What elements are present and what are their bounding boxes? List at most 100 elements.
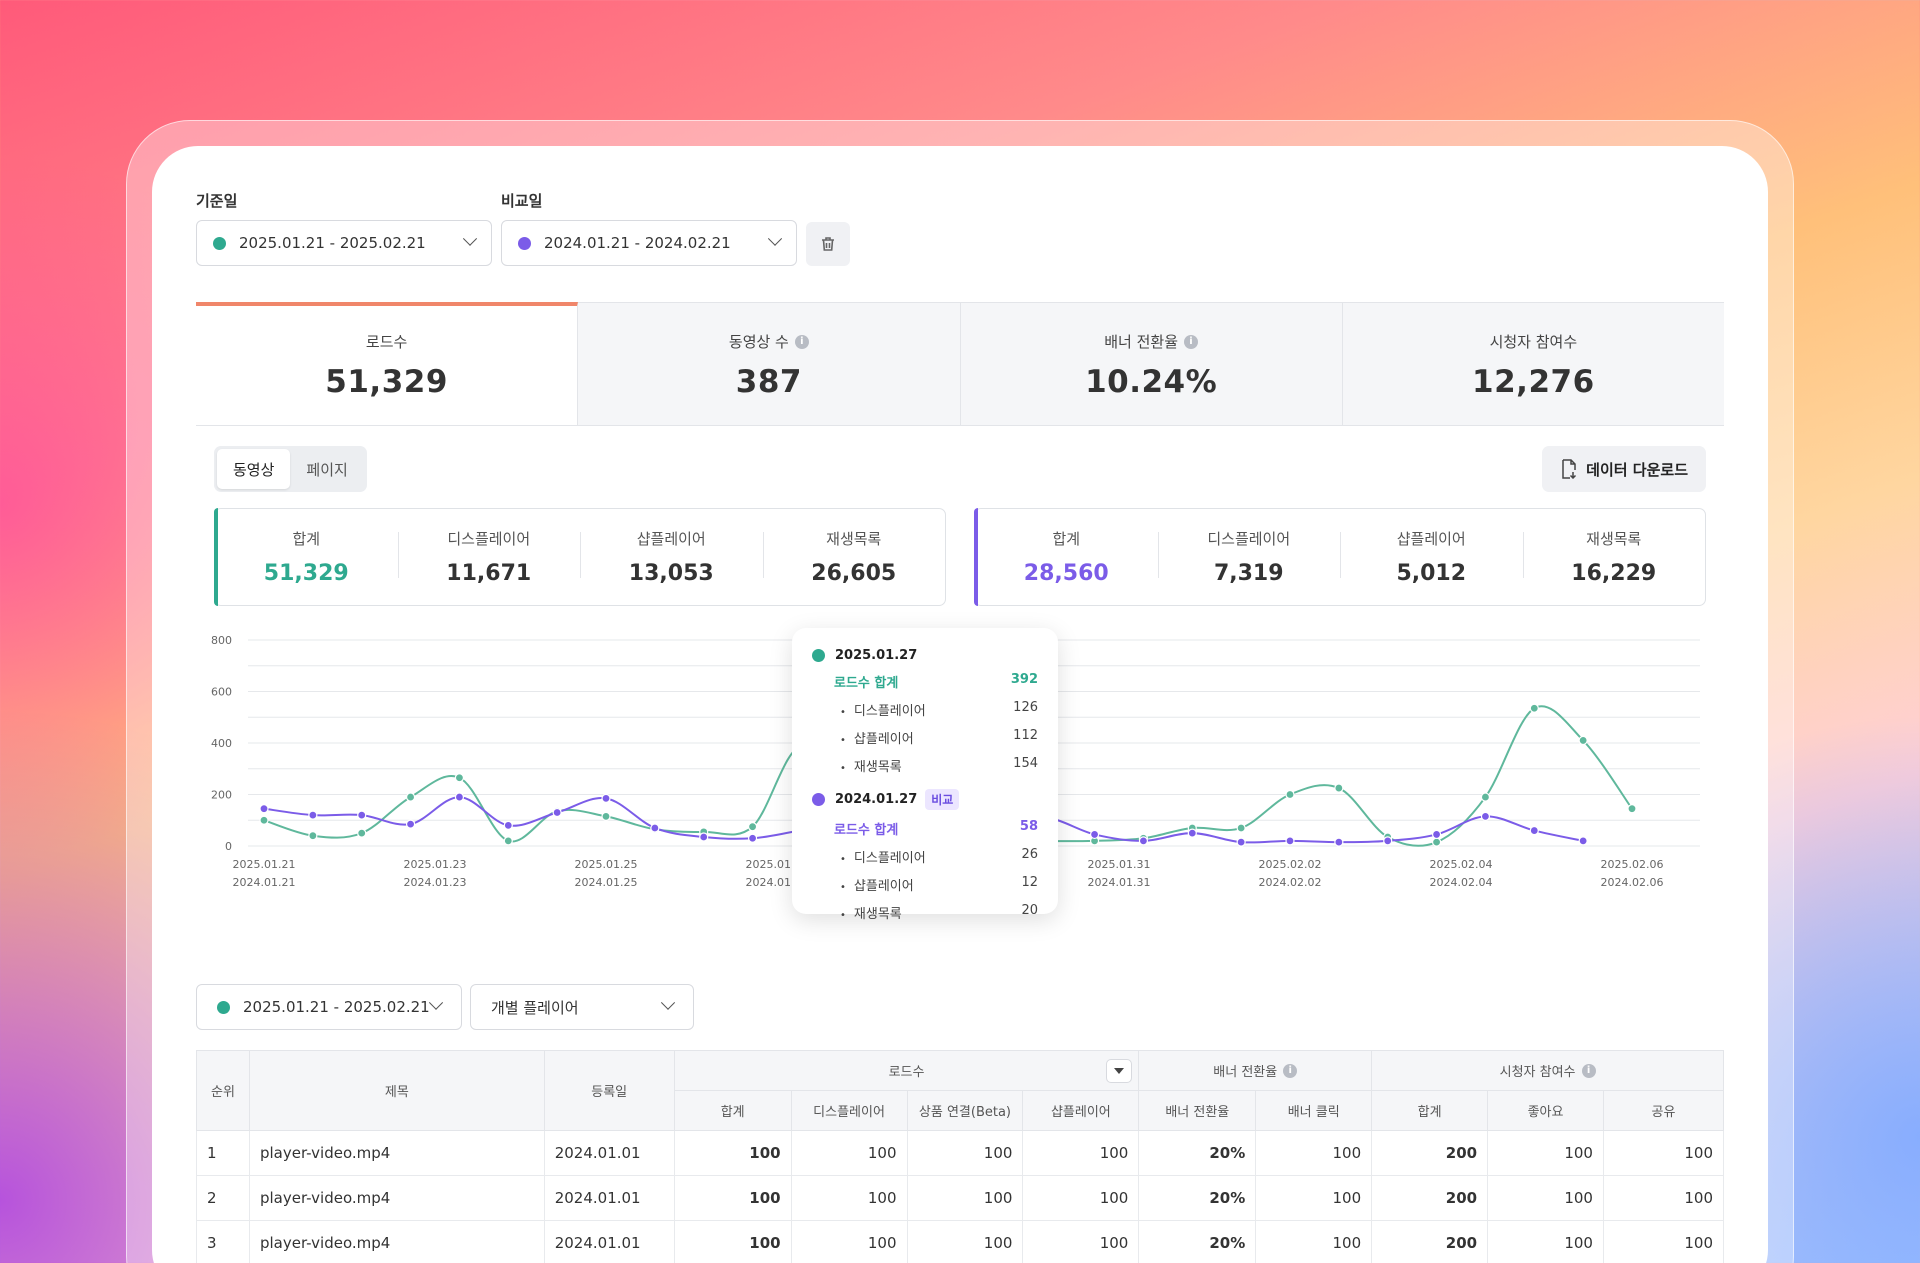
th-viewer-group: 시청자 참여수 i <box>1371 1050 1724 1091</box>
summary-col: 재생목록 26,605 <box>762 528 946 586</box>
toggle-page[interactable]: 페이지 <box>306 460 348 479</box>
table-cell: 100 <box>906 1175 1024 1221</box>
kpi-tab-videos[interactable]: 동영상 수 i 387 <box>578 302 961 425</box>
data-point <box>601 793 611 803</box>
dashboard-card: 기준일 비교일 2025.01.21 - 2025.02.21 2024.01.… <box>152 146 1768 1263</box>
kpi-tab-viewers[interactable]: 시청자 참여수 12,276 <box>1342 302 1724 425</box>
data-point <box>552 807 562 818</box>
data-point <box>1578 735 1588 746</box>
delete-compare-button[interactable] <box>806 222 850 266</box>
tooltip-row-value: 126 <box>1013 700 1038 715</box>
kpi-label: 시청자 참여수 <box>1490 331 1578 352</box>
tooltip-base-total: 로드수 합계 392 <box>812 672 1038 691</box>
summary-col: 합계 28,560 <box>975 528 1158 586</box>
th-shares[interactable]: 공유 <box>1602 1090 1725 1131</box>
x-tick-label-base: 2025.02.06 <box>1601 858 1664 871</box>
toggle-video[interactable]: 동영상 <box>217 449 291 489</box>
table-cell: 2024.01.01 <box>543 1130 675 1176</box>
table-row[interactable]: 1 player-video.mp4 2024.01.01 100 100 100 100 2… <box>196 1130 1725 1176</box>
chevron-down-icon <box>428 995 444 1010</box>
compare-summary: 합계 28,560 디스플레이어 7,319 샵플레이어 5,012 재생목록 16,2… <box>974 508 1706 606</box>
tooltip-row: 재생목록 154 <box>812 756 1038 775</box>
table-cell: player-video.mp4 <box>248 1175 545 1221</box>
tooltip-row-value: 20 <box>1021 903 1038 918</box>
kpi-tab-loads[interactable]: 로드수 51,329 <box>196 302 579 425</box>
summary-col: 합계 51,329 <box>215 528 398 586</box>
compare-date-picker[interactable]: 2024.01.21 - 2024.02.21 <box>501 220 797 266</box>
compare-accent-bar <box>974 508 978 606</box>
info-icon[interactable]: i <box>794 334 809 349</box>
data-point <box>747 822 758 832</box>
x-tick-label-compare: 2024.02.06 <box>1601 876 1664 889</box>
chevron-down-icon <box>462 231 478 246</box>
th-shop-player[interactable]: 샵플레이어 <box>1022 1090 1140 1131</box>
table-cell: 100 <box>906 1130 1024 1176</box>
base-range-text: 2025.01.21 - 2025.02.21 <box>239 234 426 252</box>
th-rank: 순위 <box>196 1050 250 1131</box>
info-icon[interactable]: i <box>1283 1063 1298 1078</box>
y-tick-label: 800 <box>211 634 232 647</box>
compare-range-text: 2024.01.21 - 2024.02.21 <box>544 234 731 252</box>
summary-value: 7,319 <box>1213 561 1284 586</box>
file-download-icon <box>1562 459 1577 479</box>
table-cell: 100 <box>1022 1220 1140 1263</box>
tooltip-row-label: 재생목록 <box>834 756 902 775</box>
th-banner-click[interactable]: 배너 클릭 <box>1255 1090 1373 1131</box>
y-tick-label: 200 <box>211 789 232 802</box>
summary-label: 합계 <box>1052 530 1081 548</box>
th-product-link[interactable]: 상품 연결(Beta) <box>906 1090 1024 1131</box>
table-cell: 100 <box>1487 1175 1604 1221</box>
table-cell: 100 <box>790 1175 908 1221</box>
tooltip-row-label: 재생목록 <box>834 903 902 922</box>
th-likes[interactable]: 좋아요 <box>1487 1090 1604 1131</box>
info-icon[interactable]: i <box>1184 334 1199 349</box>
summary-col: 재생목록 16,229 <box>1522 528 1706 586</box>
tooltip-total-label: 로드수 합계 <box>834 823 899 838</box>
compare-color-dot <box>812 793 825 806</box>
tooltip-row-label: 샵플레이어 <box>834 728 914 747</box>
table-row[interactable]: 3 player-video.mp4 2024.01.01 100 100 100 100 2… <box>196 1220 1725 1263</box>
summary-label: 샵플레이어 <box>1396 530 1466 548</box>
data-point <box>1089 829 1100 840</box>
loads-column-menu-button[interactable] <box>1106 1059 1133 1083</box>
data-point <box>1383 836 1393 846</box>
summary-label: 디스플레이어 <box>447 530 531 548</box>
tooltip-row: 디스플레이어 26 <box>812 847 1038 866</box>
table-cell: 100 <box>790 1220 908 1263</box>
table-cell: 1 <box>196 1130 250 1176</box>
th-loads-group: 로드수 <box>673 1050 1140 1091</box>
table-date-picker[interactable]: 2025.01.21 - 2025.02.21 <box>196 984 462 1030</box>
th-display-player[interactable]: 디스플레이어 <box>790 1090 908 1131</box>
info-icon[interactable]: i <box>1581 1063 1596 1078</box>
th-viewer-total[interactable]: 합계 <box>1371 1090 1489 1131</box>
data-point <box>259 804 269 814</box>
data-point <box>1236 823 1246 833</box>
y-tick-label: 0 <box>225 840 232 853</box>
th-banner-rate[interactable]: 배너 전환율 <box>1138 1090 1257 1131</box>
kpi-tab-banner[interactable]: 배너 전환율 i 10.24% <box>960 302 1343 425</box>
kpi-label-text: 동영상 수 <box>728 333 789 351</box>
trash-icon <box>822 237 834 251</box>
table-row[interactable]: 2 player-video.mp4 2024.01.01 100 100 100 100 2… <box>196 1175 1725 1221</box>
player-type-select[interactable]: 개별 플레이어 <box>470 984 694 1030</box>
table-cell: player-video.mp4 <box>248 1220 545 1263</box>
table-cell: 3 <box>196 1220 250 1263</box>
download-data-button[interactable]: 데이터 다운로드 <box>1542 446 1706 492</box>
kpi-label-text: 시청자 참여수 <box>1489 333 1578 351</box>
kpi-value: 51,329 <box>325 364 448 400</box>
tooltip-row-value: 112 <box>1013 728 1038 743</box>
data-point <box>1529 825 1539 836</box>
base-date-picker[interactable]: 2025.01.21 - 2025.02.21 <box>196 220 492 266</box>
summary-value: 28,560 <box>1023 561 1109 586</box>
tooltip-base-header: 2025.01.27 <box>812 648 1038 663</box>
th-loads-total[interactable]: 합계 <box>673 1090 792 1131</box>
tooltip-row: 샵플레이어 12 <box>812 875 1038 894</box>
player-type-text: 개별 플레이어 <box>491 998 579 1017</box>
summary-value: 51,329 <box>263 561 349 586</box>
chevron-down-icon <box>767 231 783 246</box>
data-point <box>1334 837 1344 847</box>
th-date: 등록일 <box>543 1050 675 1131</box>
summary-value: 5,012 <box>1396 561 1467 586</box>
x-tick-label-compare: 2024.02.04 <box>1430 876 1493 889</box>
base-summary: 합계 51,329 디스플레이어 11,671 샵플레이어 13,053 재생목록 26… <box>214 508 946 606</box>
